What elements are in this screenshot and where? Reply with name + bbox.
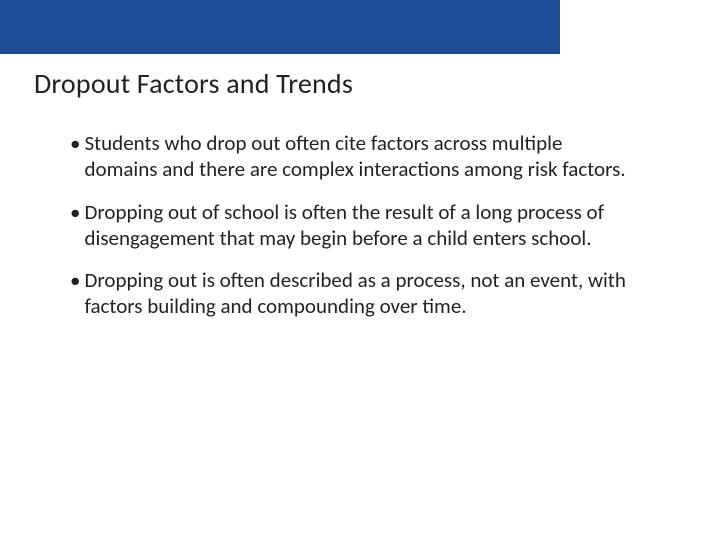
bullet-list: • Students who drop out often cite facto… [70,130,640,336]
list-item: • Dropping out is often described as a p… [70,267,640,320]
bullet-text: Dropping out is often described as a pro… [84,267,640,320]
bullet-text: Dropping out of school is often the resu… [84,199,640,252]
list-item: • Dropping out of school is often the re… [70,199,640,252]
bullet-icon: • [70,130,80,156]
bullet-text: Students who drop out often cite factors… [84,130,640,183]
slide-title: Dropout Factors and Trends [34,66,353,101]
header-bar [0,0,560,54]
slide-container: Dropout Factors and Trends • Students wh… [0,0,720,540]
bullet-icon: • [70,199,80,225]
bullet-icon: • [70,267,80,293]
list-item: • Students who drop out often cite facto… [70,130,640,183]
